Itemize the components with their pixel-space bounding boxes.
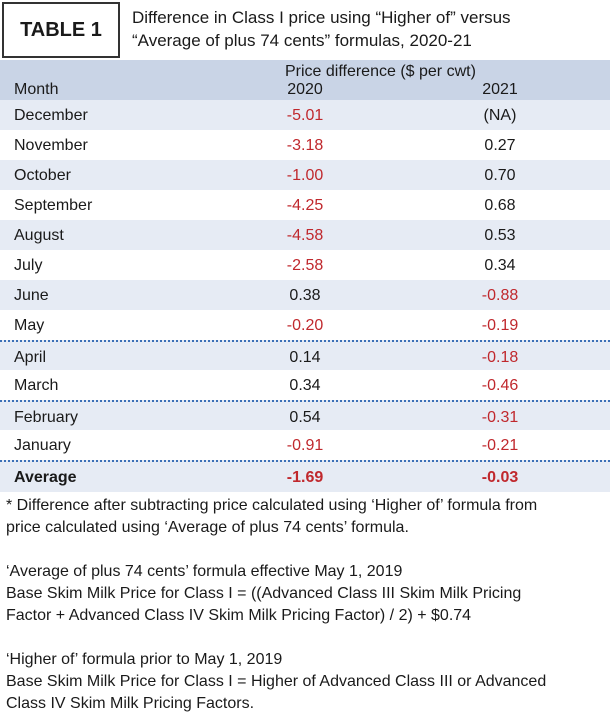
- value-cell: -0.91: [286, 437, 324, 454]
- month-cell: January: [14, 437, 71, 454]
- value-cell: -0.21: [481, 437, 519, 454]
- table-row: November -3.18 0.27: [0, 130, 610, 160]
- month-cell: June: [14, 287, 49, 304]
- value-cell: -0.18: [481, 349, 519, 366]
- value-cell: -0.03: [481, 469, 519, 486]
- value-cell: -0.20: [286, 317, 324, 334]
- value-cell: -0.88: [481, 287, 519, 304]
- table-row: December -5.01 (NA): [0, 100, 610, 130]
- column-group: Price difference ($ per cwt): [285, 63, 476, 80]
- table-row: January -0.91 -0.21: [0, 430, 610, 460]
- table-row: August -4.58 0.53: [0, 220, 610, 250]
- month-cell: July: [14, 257, 43, 274]
- value-cell: -0.19: [481, 317, 519, 334]
- table-row: July -2.58 0.34: [0, 250, 610, 280]
- value-cell: -0.46: [481, 377, 519, 394]
- col-header: Month: [14, 81, 59, 98]
- value-cell: 0.34: [289, 377, 321, 394]
- month-cell: September: [14, 197, 93, 214]
- note-line: price calculated using ‘Average of plus …: [6, 519, 409, 536]
- value-cell: 0.27: [484, 137, 516, 154]
- value-cell: 0.38: [289, 287, 321, 304]
- note-line: Class IV Skim Milk Pricing Factors.: [6, 695, 255, 712]
- value-cell: -2.58: [286, 257, 324, 274]
- month-cell: August: [14, 227, 64, 244]
- month-cell: October: [14, 167, 71, 184]
- month-cell: March: [14, 377, 59, 394]
- table-row: June 0.38 -0.88: [0, 280, 610, 310]
- value-cell: 0.70: [484, 167, 516, 184]
- col-header: 2020: [287, 81, 323, 98]
- table-row: October -1.00 0.70: [0, 160, 610, 190]
- table-row: March 0.34 -0.46: [0, 370, 610, 400]
- month-cell: December: [14, 107, 88, 124]
- value-cell: -3.18: [286, 137, 324, 154]
- note-line: ‘Higher of’ formula prior to May 1, 2019: [6, 651, 283, 668]
- table-label-box: [2, 2, 120, 58]
- month-cell: May: [14, 317, 45, 334]
- value-cell: (NA): [483, 107, 517, 124]
- title-line: “Average of plus 74 cents” formulas, 202…: [132, 31, 472, 50]
- note-line: Base Skim Milk Price for Class I = ((Adv…: [6, 585, 522, 602]
- total-row: Average -1.69 -0.03: [0, 460, 610, 492]
- value-cell: 0.54: [289, 409, 321, 426]
- value-cell: -1.00: [286, 167, 324, 184]
- title-line: Difference in Class I price using “Highe…: [132, 8, 511, 27]
- value-cell: 0.53: [484, 227, 516, 244]
- month-cell: February: [14, 409, 79, 426]
- table-row: May -0.20 -0.19: [0, 310, 610, 340]
- month-cell: April: [14, 349, 47, 366]
- value-cell: 0.14: [289, 349, 321, 366]
- month-cell: Average: [14, 469, 77, 486]
- header-band: [0, 60, 610, 100]
- value-cell: 0.68: [484, 197, 516, 214]
- value-cell: -5.01: [286, 107, 324, 124]
- value-cell: -0.31: [481, 409, 519, 426]
- table-label: TABLE 1: [20, 19, 102, 41]
- note-line: * Difference after subtracting price cal…: [6, 497, 538, 514]
- value-cell: -1.69: [286, 469, 324, 486]
- table-row: September -4.25 0.68: [0, 190, 610, 220]
- table-row: April 0.14 -0.18: [0, 340, 610, 372]
- note-line: Factor + Advanced Class IV Skim Milk Pri…: [6, 607, 472, 624]
- value-cell: -4.58: [286, 227, 324, 244]
- note-line: ‘Average of plus 74 cents’ formula effec…: [6, 563, 403, 580]
- note-line: Base Skim Milk Price for Class I = Highe…: [6, 673, 547, 690]
- value-cell: 0.34: [484, 257, 516, 274]
- col-header: 2021: [482, 81, 518, 98]
- table-row: February 0.54 -0.31: [0, 400, 610, 432]
- value-cell: -4.25: [286, 197, 324, 214]
- month-cell: November: [14, 137, 88, 154]
